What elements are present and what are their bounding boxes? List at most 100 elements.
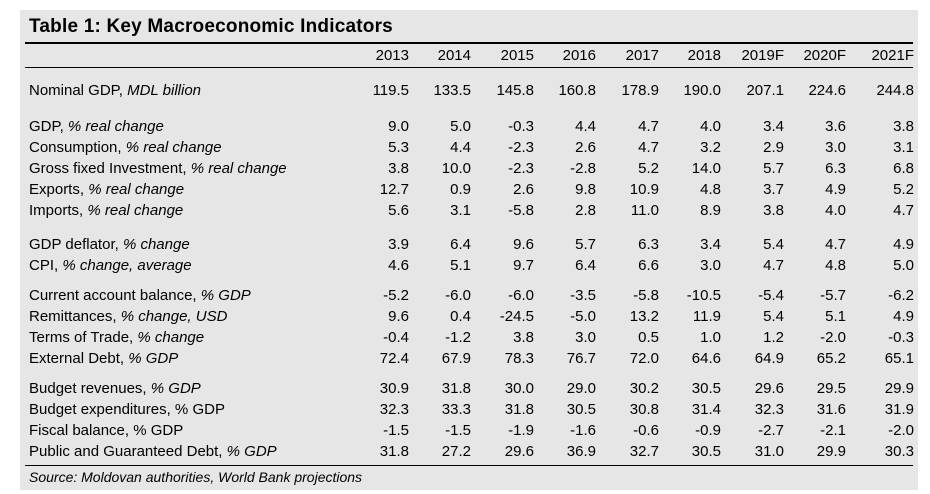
value-cell: 29.9	[816, 443, 846, 460]
table-row: Budget revenues, % GDP 30.9 31.8 30.0 29.0 30…	[20, 380, 918, 400]
value-cell: 4.8	[700, 181, 721, 198]
row-label: Remittances, % change, USD	[29, 308, 227, 325]
year-header: 2018	[687, 47, 721, 64]
row-label-text: Current account balance,	[29, 287, 201, 304]
value-cell: 3.9	[388, 236, 409, 253]
row-label-text: GDP,	[29, 118, 68, 135]
row-label-unit: % change	[122, 236, 190, 253]
value-cell: 5.3	[388, 139, 409, 156]
value-cell: -10.5	[686, 287, 721, 304]
row-label-text: Public and Guaranteed Debt,	[29, 443, 227, 460]
value-cell: 3.8	[763, 202, 784, 219]
value-cell: 32.3	[379, 401, 409, 418]
value-cell: 31.8	[379, 443, 409, 460]
value-cell: 3.8	[893, 118, 914, 135]
year-header: 2014	[437, 47, 471, 64]
value-cell: -0.3	[508, 118, 534, 135]
table-row: Consumption, % real change 5.3 4.4 -2.3 2.6 4…	[20, 139, 918, 159]
row-label: GDP, % real change	[29, 118, 164, 135]
value-cell: 72.4	[379, 350, 409, 367]
value-cell: 6.8	[893, 160, 914, 177]
value-cell: 190.0	[683, 82, 721, 99]
value-cell: 6.3	[638, 236, 659, 253]
value-cell: -6.0	[445, 287, 471, 304]
row-label: Gross fixed Investment, % real change	[29, 160, 287, 177]
value-cell: 6.6	[638, 257, 659, 274]
value-cell: -5.2	[383, 287, 409, 304]
table-row: Imports, % real change 5.6 3.1 -5.8 2.8 11.0 8…	[20, 202, 918, 222]
value-cell: 30.5	[566, 401, 596, 418]
year-header: 2016	[562, 47, 596, 64]
value-cell: 9.6	[513, 236, 534, 253]
value-cell: 4.9	[893, 236, 914, 253]
value-cell: 4.0	[700, 118, 721, 135]
table-row: CPI, % change, average 4.6 5.1 9.7 6.4 6.6 3.0…	[20, 257, 918, 277]
table-row: Terms of Trade, % change -0.4 -1.2 3.8 3.0 0.…	[20, 329, 918, 349]
value-cell: -1.2	[445, 329, 471, 346]
row-label-text: External Debt,	[29, 350, 129, 367]
value-cell: 178.9	[621, 82, 659, 99]
row-label-unit: % GDP	[226, 443, 277, 460]
value-cell: -5.7	[820, 287, 846, 304]
value-cell: 31.0	[754, 443, 784, 460]
value-cell: 2.6	[513, 181, 534, 198]
value-cell: 31.4	[691, 401, 721, 418]
row-label-unit: % change	[137, 329, 205, 346]
value-cell: 5.7	[763, 160, 784, 177]
value-cell: 3.0	[575, 329, 596, 346]
value-cell: 6.4	[575, 257, 596, 274]
row-label-text: Nominal GDP,	[29, 82, 128, 99]
value-cell: 30.9	[379, 380, 409, 397]
value-cell: -2.7	[758, 422, 784, 439]
value-cell: 33.3	[441, 401, 471, 418]
value-cell: 10.0	[441, 160, 471, 177]
source-note: Source: Moldovan authorities, World Bank…	[29, 469, 363, 485]
table-row: Budget expenditures, % GDP 32.3 33.3 31.8 30…	[20, 401, 918, 421]
row-label-unit: % real change	[67, 118, 164, 135]
row-label: Public and Guaranteed Debt, % GDP	[29, 443, 277, 460]
value-cell: 30.8	[629, 401, 659, 418]
value-cell: 4.9	[893, 308, 914, 325]
row-label: CPI, % change, average	[29, 257, 192, 274]
value-cell: -5.4	[758, 287, 784, 304]
value-cell: 4.7	[893, 202, 914, 219]
row-label: Budget expenditures, % GDP	[29, 401, 225, 418]
value-cell: -2.0	[820, 329, 846, 346]
table-row: Gross fixed Investment, % real change 3.8…	[20, 160, 918, 180]
value-cell: 30.5	[691, 380, 721, 397]
value-cell: -5.8	[633, 287, 659, 304]
value-cell: 3.6	[825, 118, 846, 135]
value-cell: 4.7	[825, 236, 846, 253]
value-cell: -0.3	[888, 329, 914, 346]
table-title: Table 1: Key Macroeconomic Indicators	[29, 16, 393, 37]
value-cell: 0.4	[450, 308, 471, 325]
row-label-unit: % real change	[125, 139, 222, 156]
value-cell: 4.6	[388, 257, 409, 274]
value-cell: -24.5	[499, 308, 534, 325]
value-cell: -0.6	[633, 422, 659, 439]
value-cell: 5.6	[388, 202, 409, 219]
bottom-rule	[25, 465, 913, 466]
row-label-text: Imports,	[29, 202, 88, 219]
value-cell: -2.8	[570, 160, 596, 177]
value-cell: -2.1	[820, 422, 846, 439]
value-cell: 207.1	[746, 82, 784, 99]
value-cell: -1.6	[570, 422, 596, 439]
value-cell: 11.9	[692, 308, 721, 325]
row-label-text: Fiscal balance, % GDP	[29, 422, 184, 439]
value-cell: 5.7	[575, 236, 596, 253]
row-label-unit: % GDP	[128, 350, 179, 367]
value-cell: 244.8	[876, 82, 914, 99]
value-cell: 64.6	[691, 350, 721, 367]
value-cell: 76.7	[566, 350, 596, 367]
row-label-unit: % change, average	[62, 257, 192, 274]
row-label-unit: % GDP	[150, 380, 201, 397]
row-label: Budget revenues, % GDP	[29, 380, 201, 397]
value-cell: 3.8	[513, 329, 534, 346]
value-cell: -3.5	[570, 287, 596, 304]
value-cell: 224.6	[808, 82, 846, 99]
row-label-unit: % real change	[190, 160, 287, 177]
value-cell: 119.5	[372, 82, 409, 99]
value-cell: -0.4	[383, 329, 409, 346]
value-cell: 30.3	[884, 443, 914, 460]
